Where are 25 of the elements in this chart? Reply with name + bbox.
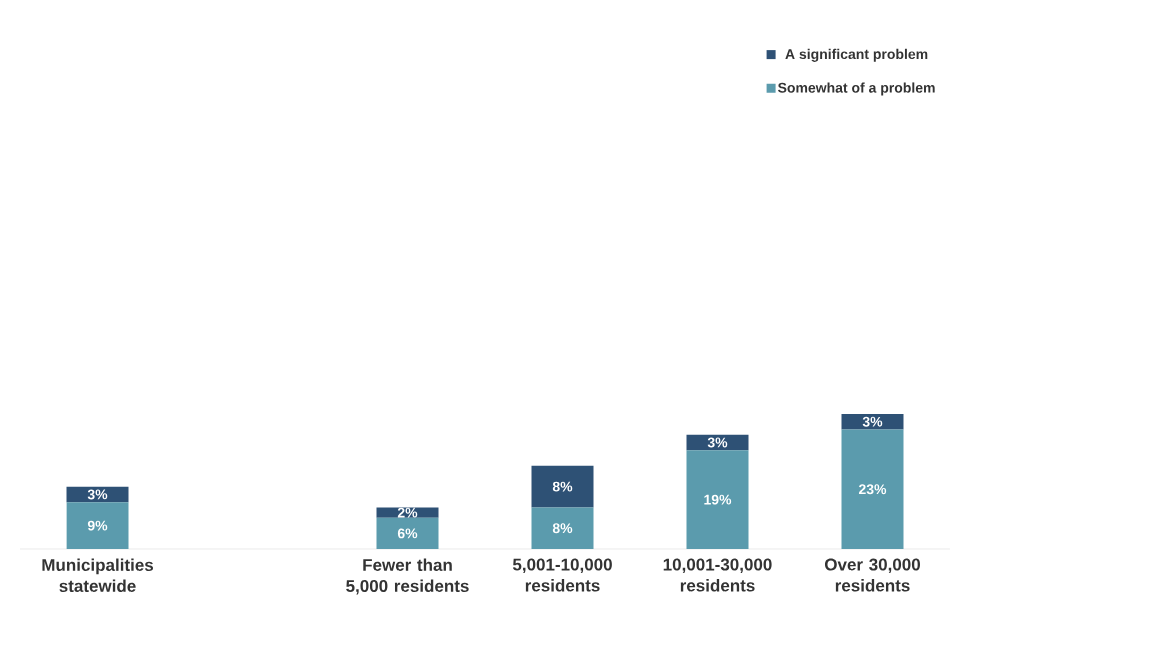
x-tick-label: Over 30,000 residents xyxy=(824,558,920,592)
data-label: 2% xyxy=(397,507,418,518)
bar xyxy=(841,413,904,430)
legend-label: A significant problem xyxy=(785,48,928,62)
x-tick-label: Municipalities statewide xyxy=(42,558,154,593)
data-label: 8% xyxy=(552,481,573,492)
data-label: 3% xyxy=(862,416,883,427)
x-tick-label: 10,001-30,000 residents xyxy=(663,558,772,592)
bar xyxy=(686,450,749,549)
data-label: 9% xyxy=(87,520,108,531)
bar xyxy=(66,502,129,549)
bar xyxy=(376,517,439,549)
data-label: 8% xyxy=(552,523,573,534)
bar xyxy=(531,507,594,549)
bar xyxy=(841,429,904,549)
data-label: 6% xyxy=(397,528,418,539)
data-label: 3% xyxy=(87,489,108,500)
data-label: 19% xyxy=(704,494,732,505)
x-tick-label: Fewer than 5,000 residents xyxy=(346,558,469,595)
legend-label: Somewhat of a problem xyxy=(778,82,935,96)
bar xyxy=(531,465,594,508)
data-label: 23% xyxy=(858,484,887,495)
bar xyxy=(376,507,439,518)
data-label: 3% xyxy=(707,437,728,448)
x-tick-label: 5,001-10,000 residents xyxy=(512,558,612,592)
